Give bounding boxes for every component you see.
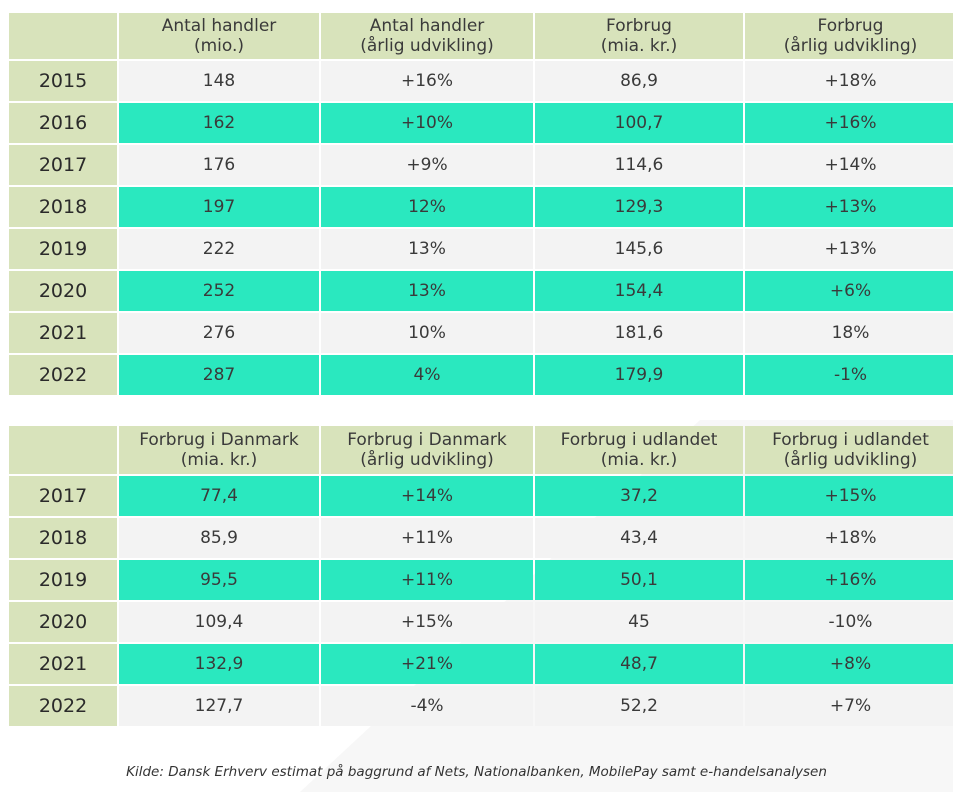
header-cell-empty [9, 426, 117, 474]
table-cell: 18% [745, 313, 953, 353]
table-cell: 109,4 [119, 602, 319, 642]
header-cell-forbrug-danmark: Forbrug i Danmark (mia. kr.) [119, 426, 319, 474]
header-cell-antal-handler: Antal handler (mio.) [119, 13, 319, 59]
table-row: 2020 109,4 +15% 45 -10% [9, 602, 953, 642]
table-cell: 132,9 [119, 644, 319, 684]
table-cell: 114,6 [535, 145, 743, 185]
transactions-table: Antal handler (mio.) Antal handler (årlig … [7, 11, 953, 397]
table-cell: +7% [745, 686, 953, 726]
table-cell: 148 [119, 61, 319, 101]
table-row: 2020 252 13% 154,4 +6% [9, 271, 953, 311]
table-cell: 287 [119, 355, 319, 395]
header-cell-forbrug: Forbrug (mia. kr.) [535, 13, 743, 59]
table-cell: 176 [119, 145, 319, 185]
table-cell: -4% [321, 686, 533, 726]
table-cell: -1% [745, 355, 953, 395]
year-cell: 2022 [9, 355, 117, 395]
table-cell: 127,7 [119, 686, 319, 726]
table-row: 2021 276 10% 181,6 18% [9, 313, 953, 353]
table-cell: 45 [535, 602, 743, 642]
table-cell: 86,9 [535, 61, 743, 101]
table-cell: 37,2 [535, 476, 743, 516]
year-cell: 2021 [9, 644, 117, 684]
year-cell: 2022 [9, 686, 117, 726]
table-row: 2022 287 4% 179,9 -1% [9, 355, 953, 395]
table-row: 2015 148 +16% 86,9 +18% [9, 61, 953, 101]
table-cell: +9% [321, 145, 533, 185]
year-cell: 2019 [9, 560, 117, 600]
table-row: 2018 85,9 +11% 43,4 +18% [9, 518, 953, 558]
year-cell: 2019 [9, 229, 117, 269]
table-cell: +6% [745, 271, 953, 311]
table-cell: 162 [119, 103, 319, 143]
table-row: 2018 197 12% 129,3 +13% [9, 187, 953, 227]
table-cell: +16% [745, 560, 953, 600]
table-cell: 222 [119, 229, 319, 269]
table-cell: +11% [321, 518, 533, 558]
table-cell: 100,7 [535, 103, 743, 143]
table-row: 2017 176 +9% 114,6 +14% [9, 145, 953, 185]
year-cell: 2018 [9, 518, 117, 558]
year-cell: 2017 [9, 476, 117, 516]
table-row: 2017 77,4 +14% 37,2 +15% [9, 476, 953, 516]
year-cell: 2020 [9, 271, 117, 311]
table-cell: 129,3 [535, 187, 743, 227]
table-cell: +18% [745, 518, 953, 558]
table-header-row: Forbrug i Danmark (mia. kr.) Forbrug i Da… [9, 426, 953, 474]
header-cell-forbrug-udvikling: Forbrug (årlig udvikling) [745, 13, 953, 59]
header-cell-forbrug-danmark-udvikling: Forbrug i Danmark (årlig udvikling) [321, 426, 533, 474]
table-cell: 181,6 [535, 313, 743, 353]
table-cell: +14% [745, 145, 953, 185]
table-cell: 52,2 [535, 686, 743, 726]
table-cell: 145,6 [535, 229, 743, 269]
table-cell: +8% [745, 644, 953, 684]
table-cell: 48,7 [535, 644, 743, 684]
table-cell: +11% [321, 560, 533, 600]
table-cell: 43,4 [535, 518, 743, 558]
table-cell: 179,9 [535, 355, 743, 395]
table-cell: +16% [745, 103, 953, 143]
table-cell: +15% [745, 476, 953, 516]
header-cell-antal-handler-udvikling: Antal handler (årlig udvikling) [321, 13, 533, 59]
table-cell: +14% [321, 476, 533, 516]
table-row: 2021 132,9 +21% 48,7 +8% [9, 644, 953, 684]
table-cell: 4% [321, 355, 533, 395]
table-cell: +21% [321, 644, 533, 684]
table-row: 2019 95,5 +11% 50,1 +16% [9, 560, 953, 600]
table-cell: +10% [321, 103, 533, 143]
table-header-row: Antal handler (mio.) Antal handler (årlig … [9, 13, 953, 59]
table-cell: -10% [745, 602, 953, 642]
header-cell-forbrug-udlandet: Forbrug i udlandet (mia. kr.) [535, 426, 743, 474]
year-cell: 2017 [9, 145, 117, 185]
table-cell: +18% [745, 61, 953, 101]
table-cell: 276 [119, 313, 319, 353]
header-cell-empty [9, 13, 117, 59]
table-cell: 12% [321, 187, 533, 227]
year-cell: 2015 [9, 61, 117, 101]
year-cell: 2018 [9, 187, 117, 227]
table-cell: 197 [119, 187, 319, 227]
source-caption: Kilde: Dansk Erhverv estimat på baggrund… [126, 764, 827, 780]
table-cell: 85,9 [119, 518, 319, 558]
table-row: 2022 127,7 -4% 52,2 +7% [9, 686, 953, 726]
year-cell: 2016 [9, 103, 117, 143]
table-cell: 50,1 [535, 560, 743, 600]
table-cell: +13% [745, 229, 953, 269]
table-row: 2019 222 13% 145,6 +13% [9, 229, 953, 269]
table-cell: 154,4 [535, 271, 743, 311]
year-cell: 2021 [9, 313, 117, 353]
table-cell: 10% [321, 313, 533, 353]
table-cell: +16% [321, 61, 533, 101]
table-cell: 13% [321, 229, 533, 269]
header-cell-forbrug-udlandet-udvikling: Forbrug i udlandet (årlig udvikling) [745, 426, 953, 474]
table-cell: 95,5 [119, 560, 319, 600]
table-row: 2016 162 +10% 100,7 +16% [9, 103, 953, 143]
table-cell: 252 [119, 271, 319, 311]
year-cell: 2020 [9, 602, 117, 642]
table-cell: 77,4 [119, 476, 319, 516]
table-cell: +13% [745, 187, 953, 227]
table-cell: +15% [321, 602, 533, 642]
table-cell: 13% [321, 271, 533, 311]
spending-location-table: Forbrug i Danmark (mia. kr.) Forbrug i Da… [7, 424, 953, 728]
